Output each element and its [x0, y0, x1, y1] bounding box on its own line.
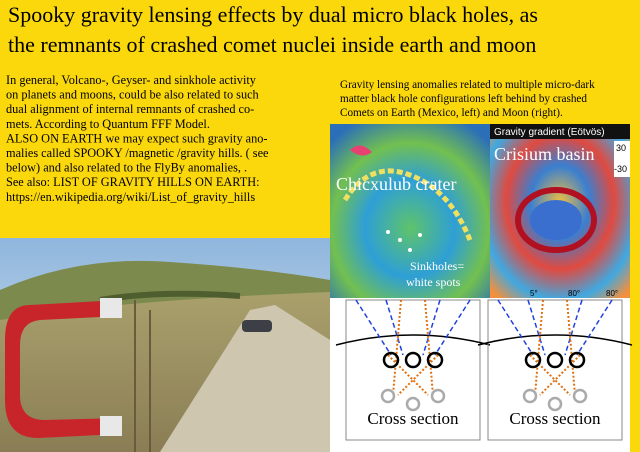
intro-line: malies called SPOOKY /magnetic /gravity … — [6, 146, 269, 160]
black-hole — [426, 351, 444, 369]
black-hole — [382, 351, 400, 369]
orange-ray — [539, 354, 581, 396]
cross-section-label: Cross section — [367, 409, 459, 428]
lensing-ray — [422, 299, 441, 356]
lensing-ray — [355, 299, 392, 356]
lensing-ray — [564, 299, 583, 356]
intro-line: https://en.wikipedia.org/wiki/List_of_gr… — [6, 190, 255, 204]
lensing-ray — [385, 299, 404, 356]
cross-section-label: Cross section — [509, 409, 601, 428]
orange-ray — [397, 354, 439, 396]
lensing-ray — [434, 299, 471, 356]
scale-tick: -30 — [614, 164, 627, 174]
scale-tick: 30 — [616, 143, 626, 153]
caption-line: Gravity lensing anomalies related to mul… — [340, 79, 595, 91]
cross-section: Cross section — [335, 299, 491, 441]
black-hole — [546, 351, 564, 369]
cross-section: Cross section — [477, 299, 633, 441]
title-line: Spooky gravity lensing effects by dual m… — [8, 2, 538, 27]
intro-line: below) and also related to the FlyBy ano… — [6, 161, 247, 175]
map-note: Sinkholes= — [410, 259, 464, 273]
remnant — [547, 396, 563, 412]
title: Spooky gravity lensing effects by dual m… — [8, 2, 538, 57]
black-hole — [524, 351, 542, 369]
cross-section-frame — [345, 299, 481, 441]
lensing-ray — [497, 299, 534, 356]
remnant — [405, 396, 421, 412]
axis-label: 80° — [606, 289, 618, 298]
remnant — [572, 388, 588, 404]
map-chicxulub: Chicxulub crater Sinkholes= white spots — [330, 124, 490, 298]
photo — [0, 238, 330, 452]
intro-line: mets. According to Quantum FFF Model. — [6, 117, 210, 131]
caption-line: matter black hole configurations left be… — [340, 93, 587, 105]
intro-line: ALSO ON EARTH we may expect such gravity… — [6, 131, 268, 145]
scale-title: Gravity gradient (Eötvös) — [494, 127, 605, 138]
orange-ray — [529, 354, 571, 396]
map-label: Crisium basin — [494, 144, 595, 164]
surface-arc — [335, 334, 491, 346]
remnant — [430, 388, 446, 404]
black-hole — [568, 351, 586, 369]
cross-section-frame — [487, 299, 623, 441]
map-label: Chicxulub crater — [336, 174, 456, 194]
title-line: the remnants of crashed comet nuclei ins… — [8, 32, 536, 57]
map-crisium: Gravity gradient (Eötvös) 30 -30 Crisium… — [490, 124, 630, 298]
axis-label: 80° — [568, 289, 580, 298]
remnant — [380, 388, 396, 404]
lensing-ray — [576, 299, 613, 356]
black-hole — [404, 351, 422, 369]
intro-text: In general, Volcano-, Geyser- and sinkho… — [6, 73, 269, 204]
intro-line: dual alignment of internal remnants of c… — [6, 102, 254, 116]
intro-line: In general, Volcano-, Geyser- and sinkho… — [6, 73, 257, 87]
lensing-ray — [527, 299, 546, 356]
caption-text: Gravity lensing anomalies related to mul… — [340, 79, 595, 119]
orange-ray — [387, 354, 429, 396]
caption-line: Comets on Earth (Mexico, left) and Moon … — [340, 107, 563, 119]
axis-label: 5° — [530, 289, 538, 298]
map-note: white spots — [406, 275, 461, 289]
intro-line: See also: LIST OF GRAVITY HILLS ON EARTH… — [6, 175, 260, 189]
surface-arc — [477, 334, 633, 346]
remnant — [522, 388, 538, 404]
intro-line: on planets and moons, could be also rela… — [6, 88, 259, 102]
